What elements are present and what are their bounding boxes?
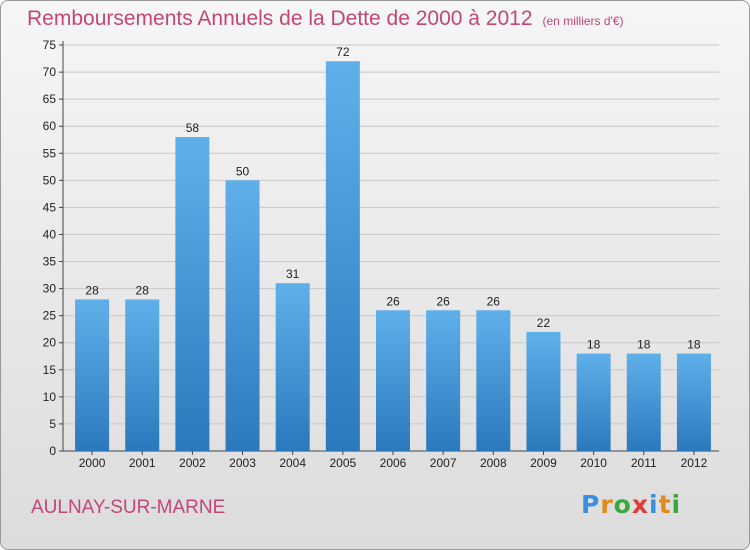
x-tick-label-2004: 2004 (279, 456, 306, 470)
y-tick-label: 60 (43, 119, 57, 133)
y-tick-label: 20 (43, 336, 57, 350)
y-tick-label: 10 (43, 390, 57, 404)
bar-2009 (526, 331, 561, 451)
y-tick-label: 5 (49, 417, 56, 431)
x-tick-label-2009: 2009 (530, 456, 557, 470)
value-label-2000: 28 (85, 283, 99, 297)
logo-letter: x (631, 490, 649, 519)
value-label-2004: 31 (286, 267, 300, 281)
y-tick-label: 35 (43, 255, 57, 269)
value-label-2005: 72 (336, 45, 350, 59)
unit-note: (en milliers d'€) (542, 14, 624, 28)
bars: 28 28 58 50 31 72 26 26 26 22 18 18 18 (75, 45, 711, 452)
logo-letter: i (649, 490, 659, 519)
value-label-2006: 26 (386, 294, 400, 308)
x-tick-label-2003: 2003 (229, 456, 256, 470)
value-label-2011: 18 (637, 338, 651, 352)
title-text: Remboursements Annuels de la Dette de 20… (27, 7, 533, 30)
bar-2001 (125, 299, 160, 451)
x-tick-label-2005: 2005 (329, 456, 356, 470)
y-tick-label: 75 (43, 38, 57, 52)
value-label-2003: 50 (236, 164, 250, 178)
x-tick-label-2010: 2010 (580, 456, 607, 470)
bar-2000 (75, 299, 110, 451)
x-tick-label-2002: 2002 (179, 456, 206, 470)
x-tick-label-2007: 2007 (430, 456, 457, 470)
y-tick-label: 0 (49, 444, 56, 458)
y-tick-label: 55 (43, 146, 57, 160)
value-label-2012: 18 (687, 338, 701, 352)
y-tick-label: 65 (43, 92, 57, 106)
bar-2011 (626, 353, 661, 451)
bar-2007 (426, 310, 461, 451)
value-label-2010: 18 (587, 338, 601, 352)
bar-2005 (325, 61, 360, 452)
x-tick-label-2012: 2012 (681, 456, 708, 470)
y-tick-label: 25 (43, 309, 57, 323)
y-tick-label: 30 (43, 282, 57, 296)
x-tick-label-2000: 2000 (79, 456, 106, 470)
value-label-2007: 26 (436, 294, 450, 308)
logo-letter: P (581, 490, 601, 519)
logo-letter: i (671, 490, 682, 519)
bar-2008 (476, 310, 511, 451)
y-tick-label: 45 (43, 200, 57, 214)
x-tick-label-2006: 2006 (380, 456, 407, 470)
value-label-2001: 28 (136, 283, 150, 297)
bar-2010 (576, 353, 611, 451)
logo-letter: r (600, 490, 614, 519)
bar-2002 (175, 137, 210, 451)
city-name: AULNAY-SUR-MARNE (31, 497, 226, 518)
bar-2012 (676, 353, 711, 451)
y-tick-label: 40 (43, 227, 57, 241)
value-label-2008: 26 (487, 294, 501, 308)
y-tick-label: 70 (43, 65, 57, 79)
bar-2006 (376, 310, 410, 451)
value-label-2009: 22 (537, 316, 551, 330)
bar-2004 (275, 283, 310, 451)
x-tick-label-2011: 2011 (631, 456, 657, 470)
value-label-2002: 58 (186, 121, 200, 135)
y-tick-label: 15 (43, 363, 57, 377)
logo-letter: o (613, 490, 632, 519)
logo-letter: t (658, 490, 672, 519)
x-tick-label-2001: 2001 (129, 456, 156, 470)
x-tick-label-2008: 2008 (480, 456, 507, 470)
bar-2003 (225, 180, 260, 452)
y-tick-label: 50 (43, 173, 57, 187)
proxiti-logo: Proxiti (581, 490, 681, 519)
chart-title: Remboursements Annuels de la Dette de 20… (27, 7, 624, 31)
